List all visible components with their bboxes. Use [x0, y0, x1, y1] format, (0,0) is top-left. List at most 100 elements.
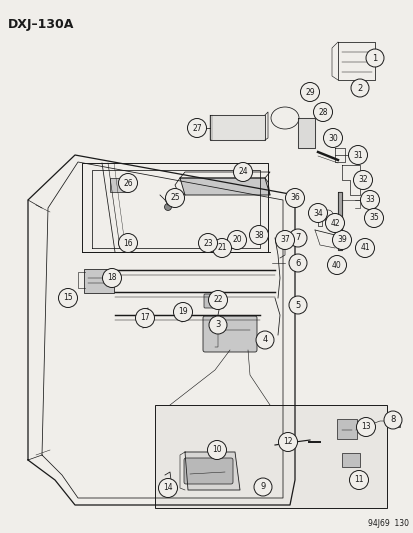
Circle shape — [118, 233, 137, 253]
Circle shape — [173, 303, 192, 321]
Circle shape — [255, 331, 273, 349]
Polygon shape — [297, 118, 314, 148]
Polygon shape — [180, 178, 269, 195]
Circle shape — [212, 238, 231, 257]
Text: 25: 25 — [170, 193, 179, 203]
Circle shape — [187, 118, 206, 138]
Circle shape — [158, 479, 177, 497]
Text: 26: 26 — [123, 179, 133, 188]
Text: 9: 9 — [260, 482, 265, 491]
Circle shape — [249, 225, 268, 245]
FancyBboxPatch shape — [204, 294, 223, 308]
Text: 4: 4 — [262, 335, 267, 344]
Circle shape — [118, 174, 137, 192]
Text: 32: 32 — [357, 175, 367, 184]
Bar — [341, 453, 359, 467]
Circle shape — [323, 128, 342, 148]
Polygon shape — [337, 192, 341, 250]
Text: 12: 12 — [282, 438, 292, 447]
Circle shape — [233, 163, 252, 182]
Circle shape — [383, 411, 401, 429]
Bar — [154, 405, 386, 508]
Text: 31: 31 — [352, 150, 362, 159]
Circle shape — [254, 478, 271, 496]
Text: 33: 33 — [364, 196, 374, 205]
Circle shape — [227, 230, 246, 249]
Text: 37: 37 — [280, 236, 289, 245]
Text: 40: 40 — [331, 261, 341, 270]
Text: 36: 36 — [290, 193, 299, 203]
Circle shape — [313, 102, 332, 122]
Circle shape — [327, 255, 346, 274]
Text: 2: 2 — [356, 84, 362, 93]
Text: 18: 18 — [107, 273, 116, 282]
Circle shape — [355, 238, 374, 257]
Text: 21: 21 — [217, 244, 226, 253]
Circle shape — [165, 189, 184, 207]
Bar — [110, 178, 126, 192]
Text: 39: 39 — [336, 236, 346, 245]
Text: 19: 19 — [178, 308, 188, 317]
FancyBboxPatch shape — [202, 316, 256, 352]
Text: 22: 22 — [213, 295, 222, 304]
Polygon shape — [185, 452, 240, 490]
Circle shape — [208, 290, 227, 310]
Text: 24: 24 — [237, 167, 247, 176]
Text: 16: 16 — [123, 238, 133, 247]
Text: 34: 34 — [312, 208, 322, 217]
Text: 27: 27 — [192, 124, 201, 133]
Circle shape — [288, 229, 306, 247]
Text: 3: 3 — [215, 320, 220, 329]
Text: 28: 28 — [318, 108, 327, 117]
Text: DXJ–130A: DXJ–130A — [8, 18, 74, 31]
Circle shape — [308, 204, 327, 222]
Text: 17: 17 — [140, 313, 150, 322]
Circle shape — [102, 269, 121, 287]
Text: 6: 6 — [294, 259, 300, 268]
Circle shape — [349, 471, 368, 489]
Circle shape — [278, 432, 297, 451]
Text: 23: 23 — [203, 238, 212, 247]
FancyBboxPatch shape — [336, 419, 356, 439]
Text: 15: 15 — [63, 294, 73, 303]
Circle shape — [135, 309, 154, 327]
Text: 10: 10 — [212, 446, 221, 455]
Text: 11: 11 — [354, 475, 363, 484]
Circle shape — [365, 49, 383, 67]
Circle shape — [360, 190, 379, 209]
Text: 14: 14 — [163, 483, 172, 492]
Text: 94J69  130: 94J69 130 — [367, 519, 408, 528]
Bar — [387, 415, 399, 427]
Text: 1: 1 — [371, 53, 377, 62]
Circle shape — [348, 146, 367, 165]
Circle shape — [300, 83, 319, 101]
Circle shape — [363, 208, 382, 228]
Circle shape — [275, 230, 294, 249]
Circle shape — [353, 171, 372, 190]
Circle shape — [332, 230, 351, 249]
Circle shape — [164, 204, 171, 211]
Text: 35: 35 — [368, 214, 378, 222]
Circle shape — [288, 254, 306, 272]
FancyBboxPatch shape — [183, 458, 233, 484]
Circle shape — [285, 189, 304, 207]
Text: 38: 38 — [254, 230, 263, 239]
Text: 20: 20 — [232, 236, 241, 245]
Circle shape — [209, 316, 226, 334]
Circle shape — [350, 79, 368, 97]
Circle shape — [356, 417, 375, 437]
Circle shape — [288, 296, 306, 314]
Circle shape — [325, 214, 344, 232]
Text: 7: 7 — [294, 233, 300, 243]
Polygon shape — [209, 115, 264, 140]
Text: 42: 42 — [330, 219, 339, 228]
Text: 13: 13 — [360, 423, 370, 432]
FancyBboxPatch shape — [84, 269, 114, 293]
Text: 41: 41 — [359, 244, 369, 253]
Text: 5: 5 — [294, 301, 300, 310]
Text: 30: 30 — [328, 133, 337, 142]
Text: 29: 29 — [304, 87, 314, 96]
Circle shape — [58, 288, 77, 308]
Circle shape — [198, 233, 217, 253]
Text: 8: 8 — [389, 416, 395, 424]
